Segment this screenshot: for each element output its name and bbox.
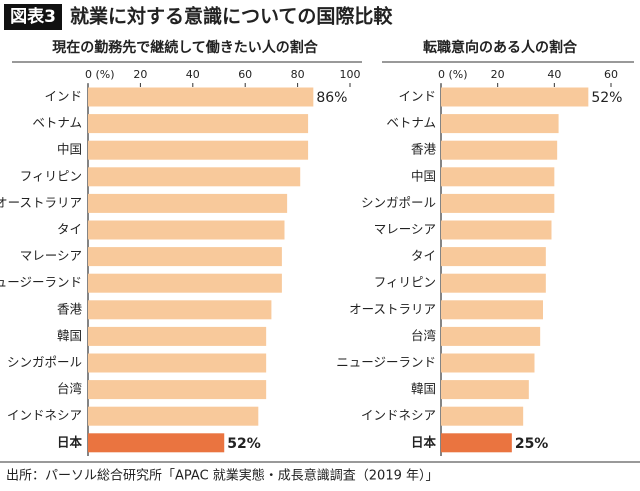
bar: [88, 140, 309, 160]
category-label: フィリピン: [374, 275, 436, 290]
bar: [88, 433, 225, 453]
category-label: ニュージーランド: [0, 275, 82, 290]
bar: [441, 380, 529, 400]
category-label: シンガポール: [361, 195, 436, 210]
x-tick-label: 60: [604, 68, 618, 81]
category-label: タイ: [57, 222, 82, 237]
x-tick-label: 80: [291, 68, 305, 81]
bar: [441, 406, 524, 426]
category-label: 台湾: [57, 381, 82, 396]
bar: [441, 193, 555, 213]
category-label: 香港: [57, 301, 83, 316]
category-label: ベトナム: [386, 115, 436, 130]
value-label: 86%: [316, 90, 347, 106]
category-label: マレーシア: [374, 222, 436, 237]
bar: [88, 87, 314, 107]
page-title: 就業に対する意識についての国際比較: [70, 5, 393, 28]
bar: [441, 273, 546, 293]
source: 出所：パーソル総合研究所「APAC 就業実態・成長意識調査（2019 年）」: [6, 468, 439, 484]
bar: [441, 247, 546, 267]
category-label: 日本: [411, 434, 437, 449]
bar: [88, 326, 267, 346]
bar: [441, 167, 555, 187]
bar: [441, 326, 541, 346]
category-label: フィリピン: [20, 168, 82, 183]
category-label: 韓国: [57, 328, 82, 343]
chart-title: 転職意向のある人の割合: [423, 39, 578, 56]
bar: [441, 300, 543, 320]
category-label: オーストラリア: [0, 195, 82, 210]
category-label: 日本: [57, 434, 83, 449]
category-label: 台湾: [411, 328, 436, 343]
category-label: 香港: [411, 142, 437, 157]
value-label: 52%: [591, 90, 622, 106]
bar: [88, 300, 272, 320]
bar: [88, 273, 282, 293]
category-label: タイ: [411, 248, 436, 263]
bar: [441, 220, 552, 240]
bar: [441, 353, 535, 373]
bar: [88, 220, 285, 240]
category-label: ニュージーランド: [336, 355, 436, 370]
badge: 図表3: [10, 6, 56, 27]
x-tick-label: 40: [547, 68, 561, 81]
category-label: 中国: [57, 142, 82, 157]
x-tick-label: 20: [491, 68, 505, 81]
bar: [88, 247, 282, 267]
chart-title: 現在の勤務先で継続して働きたい人の割合: [52, 39, 319, 56]
bar: [88, 193, 288, 213]
category-label: 韓国: [411, 381, 436, 396]
category-label: ベトナム: [32, 115, 82, 130]
category-label: マレーシア: [20, 248, 82, 263]
x-tick-label: 0 (%): [85, 68, 115, 81]
category-label: インドネシア: [361, 408, 436, 423]
value-label: 25%: [515, 436, 549, 452]
x-tick-label: 20: [133, 68, 147, 81]
bar: [441, 87, 589, 107]
category-label: インドネシア: [7, 408, 82, 423]
bar: [88, 380, 267, 400]
bar: [88, 167, 301, 187]
category-label: 中国: [411, 168, 436, 183]
bar: [88, 353, 267, 373]
bar: [88, 406, 259, 426]
value-label: 52%: [227, 436, 261, 452]
bar: [441, 114, 559, 134]
category-label: インド: [44, 89, 82, 104]
category-label: オーストラリア: [349, 301, 436, 316]
x-tick-label: 60: [238, 68, 252, 81]
category-label: シンガポール: [7, 355, 82, 370]
bar: [441, 433, 512, 453]
badge-box: [4, 4, 62, 30]
category-label: インド: [398, 89, 436, 104]
x-tick-label: 100: [340, 68, 361, 81]
x-tick-label: 40: [186, 68, 200, 81]
bar: [441, 140, 558, 160]
bar: [88, 114, 309, 134]
x-tick-label: 0 (%): [438, 68, 468, 81]
